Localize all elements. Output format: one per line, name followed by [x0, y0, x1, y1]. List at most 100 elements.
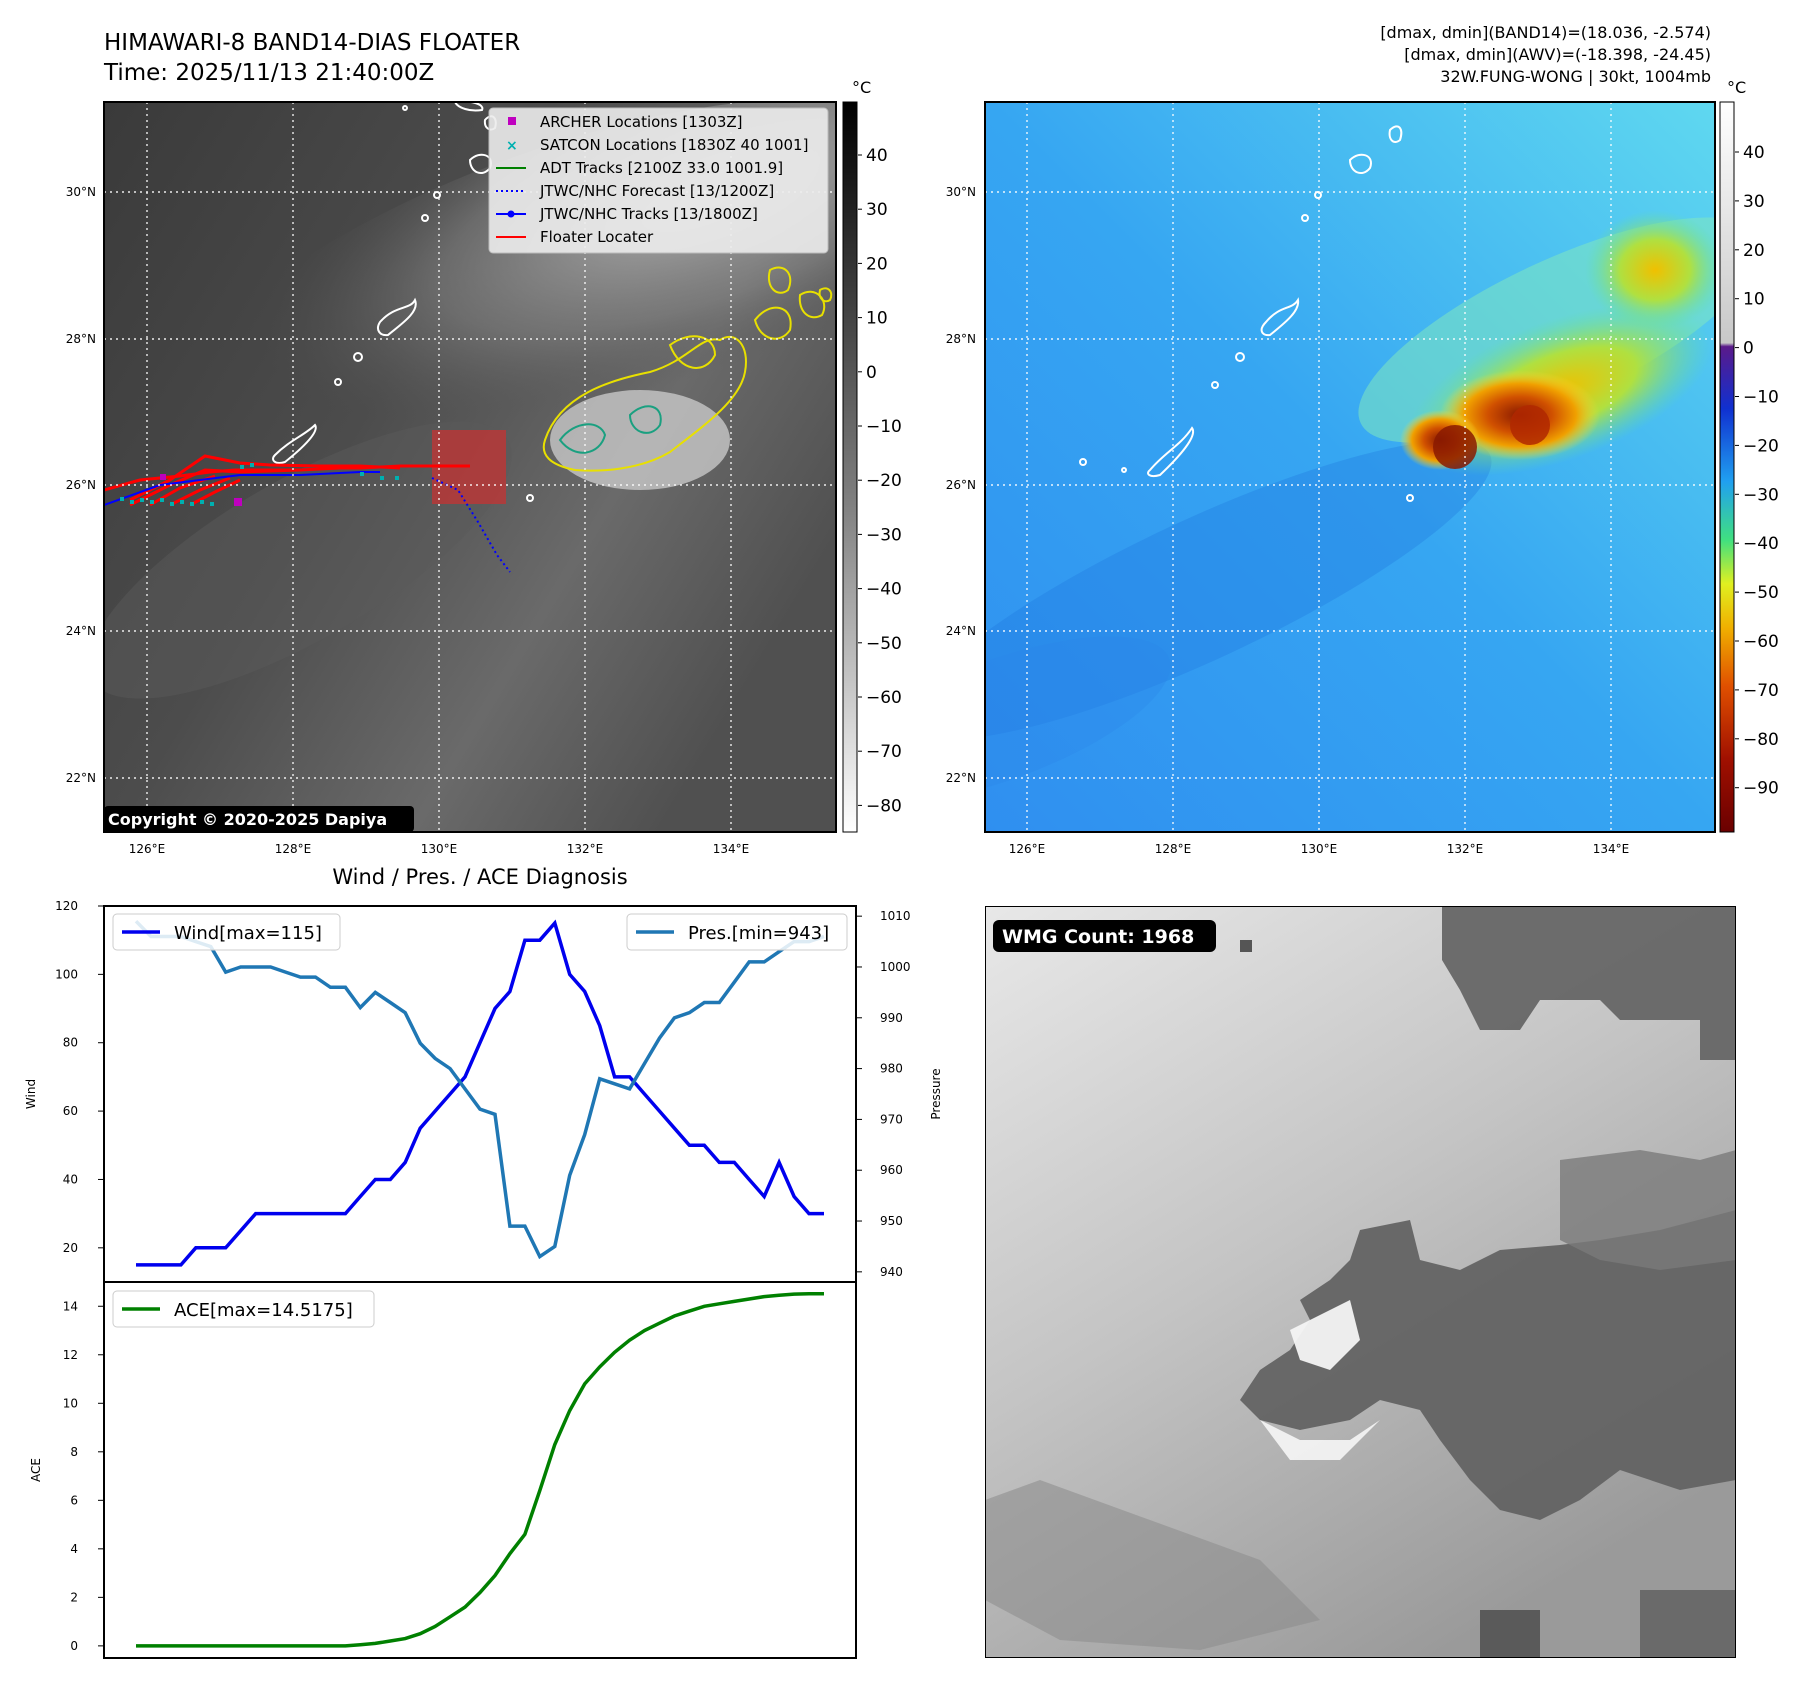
wind-tick-label: 100: [55, 967, 78, 981]
gray-ir-map: ARCHER Locations [1303Z] × SATCON Locati…: [66, 101, 837, 856]
colorbar-tick-label: 10: [1743, 290, 1765, 310]
wind-legend: Wind[max=115]: [112, 913, 341, 951]
colorbar-tick-label: −30: [1743, 485, 1779, 505]
ace-axis-label: ACE: [29, 1458, 43, 1482]
legend-archer: ARCHER Locations [1303Z]: [540, 113, 743, 131]
lat-label: 22°N: [946, 771, 976, 785]
legend-satcon: SATCON Locations [1830Z 40 1001]: [540, 136, 808, 154]
color-colorbar-unit: °C: [1727, 78, 1746, 97]
figure-time: Time: 2025/11/13 21:40:00Z: [103, 60, 434, 86]
ace-tick-label: 12: [63, 1348, 78, 1362]
diagnosis-title: Wind / Pres. / ACE Diagnosis: [332, 865, 627, 889]
lat-label: 30°N: [66, 185, 96, 199]
copyright-text: Copyright © 2020-2025 Dapiya: [108, 810, 387, 829]
colorbar-tick-label: 20: [866, 254, 888, 274]
colorbar-tick-label: −50: [866, 634, 902, 654]
ace-tick-label: 14: [63, 1299, 78, 1313]
copyright-badge: [104, 806, 414, 832]
lon-label: 126°E: [129, 842, 166, 856]
colorbar-tick-label: −50: [1743, 583, 1779, 603]
ace-panel: 0 2 4 6 8 10 12 14 ACE ACE[max=14.5175]: [29, 1281, 857, 1659]
lon-label: 126°E: [1009, 842, 1046, 856]
colorbar-tick-label: −40: [1743, 534, 1779, 554]
colorbar-tick-label: −40: [866, 580, 902, 600]
ace-tick-label: 4: [70, 1542, 78, 1556]
lat-label: 26°N: [946, 478, 976, 492]
wind-tick-label: 60: [63, 1104, 78, 1118]
pressure-legend-label: Pres.[min=943]: [688, 923, 829, 944]
wind-tick-label: 20: [63, 1241, 78, 1255]
colorbar-tick-label: −20: [866, 471, 902, 491]
lon-label: 130°E: [1301, 842, 1338, 856]
wind-pressure-panel: 20 40 60 80 100 120 940 950 960 970 980 990 1000 101…: [24, 899, 943, 1283]
pressure-tick-label: 990: [880, 1011, 903, 1025]
colorbar-tick-label: −20: [1743, 436, 1779, 456]
colorbar-tick-label: −70: [1743, 681, 1779, 701]
lon-label: 128°E: [275, 842, 312, 856]
colorbar-tick-label: −70: [866, 742, 902, 762]
colorbar-tick-label: 40: [866, 146, 888, 166]
tracks-legend-dot: [507, 210, 515, 218]
info-storm: 32W.FUNG-WONG | 30kt, 1004mb: [1440, 67, 1711, 86]
ace-legend: ACE[max=14.5175]: [112, 1290, 375, 1328]
colorbar-tick-label: 20: [1743, 241, 1765, 261]
satcon-legend-marker: ×: [506, 138, 518, 154]
pressure-tick-label: 950: [880, 1214, 903, 1228]
colorbar-tick-label: −10: [866, 417, 902, 437]
legend-tracks: JTWC/NHC Tracks [13/1800Z]: [539, 205, 758, 223]
color-colorbar: °C 40 30 20 10 0 −10 −20 −30 −40 −50 −60 −70 −80 −90: [1719, 78, 1779, 833]
pressure-tick-label: 960: [880, 1163, 903, 1177]
lat-label: 28°N: [946, 332, 976, 346]
legend-forecast: JTWC/NHC Forecast [13/1200Z]: [539, 182, 774, 200]
colorbar-tick-label: −60: [1743, 632, 1779, 652]
wmg-count-badge: [993, 920, 1216, 952]
wmg-panel: WMG Count: 1968: [985, 906, 1736, 1658]
lat-label: 22°N: [66, 771, 96, 785]
lon-label: 134°E: [713, 842, 750, 856]
colorbar-tick-label: 30: [866, 200, 888, 220]
colorbar-tick-label: −80: [866, 796, 902, 816]
color-awv-map: 30°N 28°N 26°N 24°N 22°N 126°E 128°E 130…: [946, 101, 1716, 856]
pressure-axis-label: Pressure: [929, 1068, 943, 1119]
colorbar-tick-label: −80: [1743, 730, 1779, 750]
legend-floater: Floater Locater: [540, 228, 654, 246]
colorbar-tick-label: −90: [1743, 779, 1779, 799]
pressure-series-line: [134, 919, 825, 1260]
lon-label: 134°E: [1593, 842, 1630, 856]
figure-title: HIMAWARI-8 BAND14-DIAS FLOATER: [104, 30, 520, 56]
lon-label: 130°E: [421, 842, 458, 856]
colorbar-tick-label: −10: [1743, 388, 1779, 408]
ace-tick-label: 10: [63, 1396, 78, 1410]
info-band14: [dmax, dmin](BAND14)=(18.036, -2.574): [1380, 23, 1711, 42]
gray-colorbar: °C 40 30 20 10 0 −10 −20 −30 −40 −50 −60 −70 −80: [842, 78, 902, 833]
lon-label: 128°E: [1155, 842, 1192, 856]
pressure-tick-label: 1000: [880, 960, 911, 974]
info-awv: [dmax, dmin](AWV)=(-18.398, -24.45): [1404, 45, 1711, 64]
colorbar-tick-label: 40: [1743, 143, 1765, 163]
lon-label: 132°E: [1447, 842, 1484, 856]
ace-legend-label: ACE[max=14.5175]: [174, 1300, 353, 1321]
lat-label: 24°N: [66, 624, 96, 638]
archer-legend-marker: [508, 117, 516, 125]
pressure-tick-label: 1010: [880, 909, 911, 923]
pressure-legend: Pres.[min=943]: [626, 913, 848, 951]
lat-label: 26°N: [66, 478, 96, 492]
pressure-tick-label: 940: [880, 1265, 903, 1279]
ace-tick-label: 6: [70, 1493, 78, 1507]
colorbar-tick-label: 0: [866, 363, 877, 383]
colorbar-tick-label: −30: [866, 525, 902, 545]
wind-series-line: [136, 919, 824, 1267]
pressure-tick-label: 970: [880, 1112, 903, 1126]
wind-legend-label: Wind[max=115]: [174, 923, 322, 944]
ace-series-line: [136, 1291, 824, 1648]
colorbar-tick-label: −60: [866, 688, 902, 708]
pressure-tick-label: 980: [880, 1062, 903, 1076]
lat-label: 30°N: [946, 185, 976, 199]
colorbar-tick-label: 30: [1743, 192, 1765, 212]
lon-label: 132°E: [567, 842, 604, 856]
lat-label: 28°N: [66, 332, 96, 346]
colorbar-tick-label: 0: [1743, 339, 1754, 359]
lat-label: 24°N: [946, 624, 976, 638]
map-legend: ARCHER Locations [1303Z] × SATCON Locati…: [488, 107, 829, 254]
gray-colorbar-unit: °C: [852, 78, 871, 97]
